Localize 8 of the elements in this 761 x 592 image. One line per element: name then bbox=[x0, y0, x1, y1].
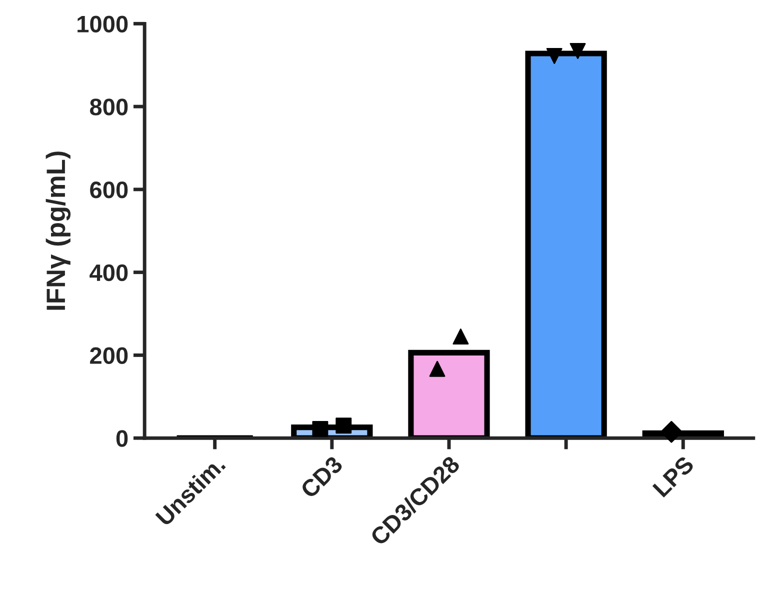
x-tick-label: CD3 bbox=[300, 455, 344, 500]
y-axis-title: IFNγ (pg/mL) bbox=[46, 152, 71, 310]
y-tick-label: 400 bbox=[90, 264, 128, 282]
y-tick-label: 1000 bbox=[78, 16, 128, 32]
y-tick-label: 0 bbox=[116, 430, 128, 447]
y-tick-label: 600 bbox=[90, 182, 128, 198]
y-tick-label: 800 bbox=[90, 98, 128, 116]
y-tick-label: 200 bbox=[90, 347, 128, 364]
